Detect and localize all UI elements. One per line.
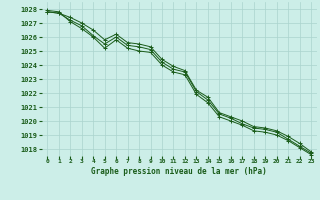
- X-axis label: Graphe pression niveau de la mer (hPa): Graphe pression niveau de la mer (hPa): [91, 167, 267, 176]
